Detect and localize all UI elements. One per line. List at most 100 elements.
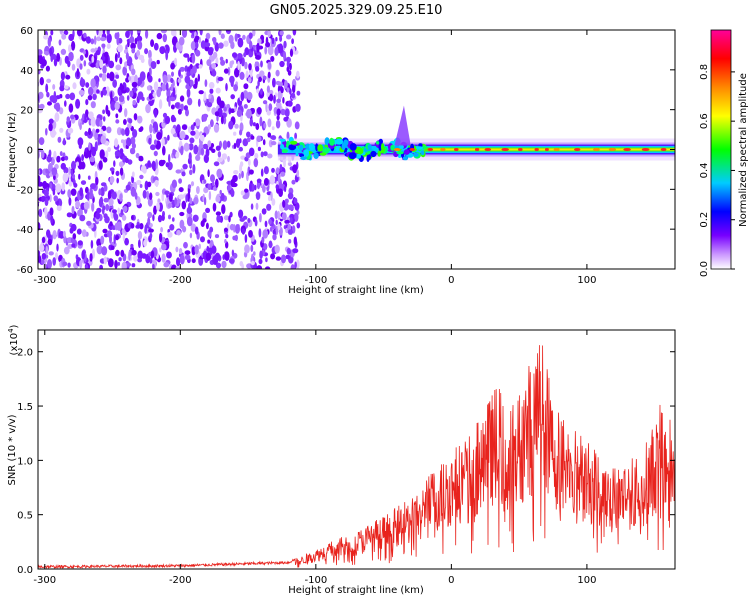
signal-wiggle	[335, 145, 339, 152]
spectrogram-speckle	[70, 168, 74, 177]
spectrogram-speckle	[233, 142, 237, 149]
spectrogram-speckle	[34, 182, 37, 188]
spectrogram-speckle	[51, 95, 58, 104]
spectrogram-speckle	[249, 69, 253, 78]
spectrogram-speckle	[249, 40, 253, 50]
spectrogram-speckle	[195, 154, 201, 161]
spectrogram-speckle	[263, 177, 269, 186]
spectrogram-speckle	[220, 115, 224, 125]
spectrogram-speckle	[100, 187, 105, 197]
spectrogram-speckle	[211, 148, 216, 153]
spectrogram-speckle	[88, 111, 94, 119]
spectrogram-speckle	[44, 198, 49, 206]
spectrogram-speckle	[246, 137, 251, 143]
spectrogram-speckle	[191, 54, 196, 64]
spectrogram-speckle	[43, 51, 50, 55]
spectrogram-speckle	[56, 155, 61, 163]
spectrogram-speckle	[170, 104, 175, 110]
spectrogram-speckle	[236, 109, 243, 117]
spectrogram-speckle	[155, 191, 160, 197]
spectrogram-speckle	[253, 251, 256, 256]
spectrogram-speckle	[228, 34, 234, 45]
spectrogram-speckle	[115, 119, 120, 124]
spectrogram-speckle	[59, 85, 65, 92]
spectrogram-speckle	[161, 214, 165, 221]
spectrogram-speckle	[164, 190, 170, 195]
spectrogram-speckle	[113, 96, 119, 102]
spectrogram-speckle	[260, 168, 264, 177]
spectrogram-speckle	[100, 135, 107, 145]
spectrogram-speckle	[34, 140, 37, 147]
spectrogram-speckle	[205, 207, 211, 213]
spectrogram-speckle	[119, 167, 124, 176]
spectrogram-speckle	[144, 48, 149, 55]
spectrogram-speckle	[282, 51, 287, 60]
spectrogram-speckle	[127, 123, 132, 129]
spectrogram-speckle	[79, 54, 84, 61]
spectrogram-speckle	[79, 63, 83, 70]
spectrogram-speckle	[261, 208, 267, 215]
spectrogram-speckle	[153, 108, 158, 118]
spectrogram-speckle	[73, 182, 78, 188]
spectrogram-speckle	[43, 34, 49, 40]
spectrogram-speckle	[221, 153, 228, 160]
spectrogram-speckle	[258, 76, 262, 83]
spectrogram-speckle	[257, 146, 261, 152]
spectrogram-speckle	[150, 39, 155, 47]
spectrogram-speckle	[272, 233, 277, 241]
spectrogram-speckle	[235, 138, 241, 148]
spectrogram-speckle	[221, 260, 227, 269]
spectrogram-speckle	[212, 202, 217, 212]
spectrogram-speckle	[286, 34, 292, 40]
spectrogram-speckle	[161, 193, 165, 202]
snr-x-axis-label: Height of straight line (km)	[288, 585, 424, 596]
spectrogram-speckle	[70, 223, 77, 232]
spectrogram-speckle	[60, 48, 67, 56]
spectrogram-speckle	[83, 60, 87, 67]
spectrogram-speckle	[130, 243, 134, 248]
signal-wiggle	[370, 150, 377, 158]
spectrogram-speckle	[75, 200, 81, 209]
spectrogram-speckle	[215, 195, 221, 203]
spectrogram-speckle	[79, 214, 86, 222]
spectrogram-speckle	[239, 129, 243, 136]
spectrogram-speckle	[215, 87, 221, 94]
spectrogram-speckle	[258, 258, 263, 265]
spectrogram-speckle	[192, 164, 196, 174]
spectrogram-speckle	[91, 55, 95, 63]
spectrogram-x-tick-label: 100	[577, 275, 596, 286]
spectrogram-speckle	[106, 126, 112, 134]
spectrogram-speckle	[255, 202, 259, 210]
spectrogram-speckle	[179, 130, 186, 140]
signal-wiggle	[319, 152, 327, 156]
spectrogram-speckle	[195, 49, 201, 57]
spectrogram-speckle	[230, 178, 236, 188]
spectrogram-speckle	[292, 30, 297, 36]
spectrogram-speckle	[296, 169, 300, 178]
spectrogram-speckle	[284, 219, 290, 224]
spectrogram-speckle	[117, 207, 120, 215]
spectrogram-speckle	[270, 253, 276, 260]
spectrogram-speckle	[292, 164, 298, 174]
spectrogram-speckle	[207, 47, 214, 56]
spectrogram-speckle	[230, 78, 234, 88]
spectrogram-speckle	[176, 257, 181, 267]
signal-wiggle	[349, 143, 357, 151]
chart-title: GN05.2025.329.09.25.E10	[270, 3, 443, 18]
spectrogram-speckle	[53, 58, 58, 67]
spectrogram-speckle	[295, 103, 301, 112]
spectrogram-speckle	[129, 36, 135, 44]
spectrogram-speckle	[265, 257, 268, 263]
spectrogram-speckle	[84, 131, 88, 137]
spectrogram-speckle	[212, 255, 219, 266]
spectrogram-speckle	[90, 48, 96, 53]
spectrogram-speckle	[283, 185, 287, 193]
spectrogram-speckle	[220, 192, 225, 201]
colorbar-tick-label: 0.8	[699, 64, 710, 80]
spectrogram-speckle	[220, 59, 226, 66]
snr-y-tick-label: 1.0	[17, 456, 33, 467]
spectrogram-speckle	[223, 116, 227, 125]
spectrogram-speckle	[239, 122, 244, 132]
spectrogram-speckle	[250, 203, 254, 210]
spectrogram-speckle	[198, 64, 203, 69]
